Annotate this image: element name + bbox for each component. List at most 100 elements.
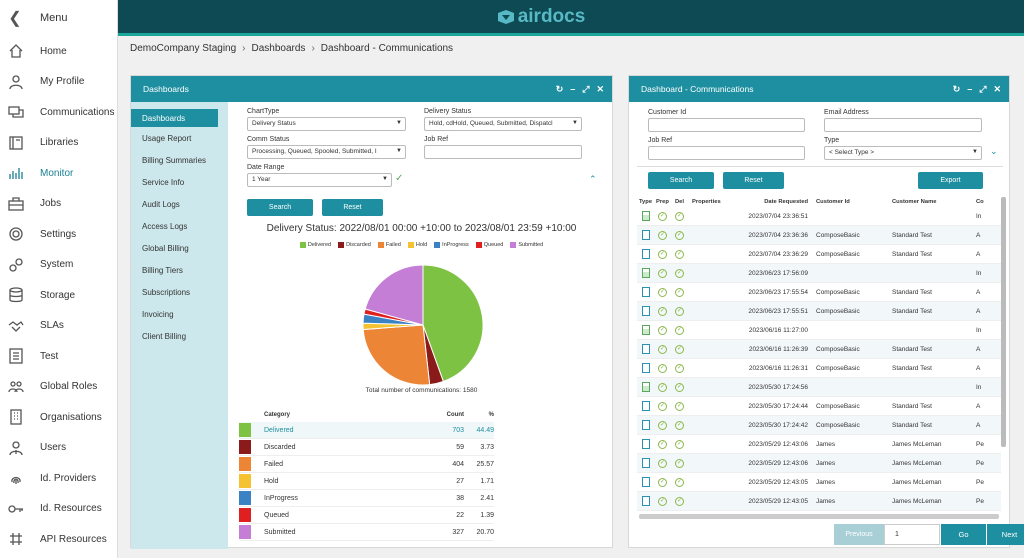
type-select[interactable]: < Select Type > ▼ <box>824 146 982 160</box>
breadcrumb-item[interactable]: Dashboards <box>251 43 306 54</box>
document-icon[interactable] <box>641 401 650 411</box>
email-input[interactable] <box>824 118 982 132</box>
table-row[interactable]: ✓ ✓ 2023/05/29 12:43:06 James James McLeman P… <box>637 454 1001 473</box>
table-row[interactable]: ✓ ✓ 2023/06/16 11:26:39 ComposeBasic Standar… <box>637 340 1001 359</box>
page-number-input[interactable]: 1 <box>884 524 940 545</box>
legend-item[interactable]: Submitted <box>510 242 543 248</box>
chevron-left-icon[interactable]: ❮ <box>8 10 22 27</box>
table-row[interactable]: InProgress 38 2.41 <box>239 490 494 507</box>
close-icon[interactable]: ✕ <box>993 83 1001 94</box>
document-icon[interactable] <box>641 382 650 392</box>
co-header[interactable]: Co <box>976 198 984 205</box>
go-button[interactable]: Go <box>940 524 986 545</box>
dash-nav-item-subscriptions[interactable]: Subscriptions <box>142 287 191 297</box>
document-icon[interactable] <box>641 287 650 297</box>
customer-id-input[interactable] <box>648 118 805 132</box>
export-button[interactable]: Export <box>918 172 983 189</box>
table-row[interactable]: ✓ ✓ 2023/07/04 23:36:51 In <box>637 207 1001 226</box>
close-icon[interactable]: ✕ <box>596 83 604 94</box>
refresh-icon[interactable]: ↻ <box>952 83 961 94</box>
menu-toggle[interactable]: ❮ Menu <box>0 0 117 36</box>
airdocs-logo[interactable]: airdocs <box>497 6 585 28</box>
document-icon[interactable] <box>641 477 650 487</box>
job-ref-input[interactable] <box>648 146 805 160</box>
sidebar-item-jobs[interactable]: Jobs <box>0 189 117 220</box>
date-header[interactable]: Date Requested <box>764 198 808 205</box>
legend-item[interactable]: InProgress <box>434 242 469 248</box>
minimize-icon[interactable]: – <box>967 83 973 94</box>
chevron-down-icon[interactable]: ⌄ <box>990 146 998 156</box>
table-row[interactable]: Queued 22 1.39 <box>239 507 494 524</box>
document-icon[interactable] <box>641 306 650 316</box>
document-icon[interactable] <box>641 344 650 354</box>
dash-nav-item-access-logs[interactable]: Access Logs <box>142 221 188 231</box>
pie-slice-failed[interactable] <box>362 324 431 386</box>
sidebar-item-test[interactable]: Test <box>0 341 117 372</box>
document-icon[interactable] <box>641 325 650 335</box>
table-row[interactable]: ✓ ✓ 2023/06/23 17:56:09 In <box>637 264 1001 283</box>
table-row[interactable]: ✓ ✓ 2023/05/29 12:43:05 James James McLeman P… <box>637 492 1001 511</box>
table-row[interactable]: ✓ ✓ 2023/06/23 17:55:54 ComposeBasic Standar… <box>637 283 1001 302</box>
document-icon[interactable] <box>641 249 650 259</box>
table-row[interactable]: Submitted 327 20.70 <box>239 524 494 541</box>
expand-icon[interactable]: ⤢ <box>582 83 590 94</box>
prep-header[interactable]: Prep <box>656 198 669 205</box>
table-row[interactable]: Discarded 59 3.73 <box>239 439 494 456</box>
vertical-scrollbar[interactable] <box>1001 197 1006 447</box>
table-row[interactable]: ✓ ✓ 2023/05/30 17:24:42 ComposeBasic Standar… <box>637 416 1001 435</box>
document-icon[interactable] <box>641 496 650 506</box>
table-row[interactable]: ✓ ✓ 2023/06/16 11:26:31 ComposeBasic Standar… <box>637 359 1001 378</box>
sidebar-item-storage[interactable]: Storage <box>0 280 117 311</box>
table-row[interactable]: ✓ ✓ 2023/06/16 11:27:00 In <box>637 321 1001 340</box>
dash-nav-item-service-info[interactable]: Service Info <box>142 177 185 187</box>
document-icon[interactable] <box>641 363 650 373</box>
dash-nav-item-usage-report[interactable]: Usage Report <box>142 133 192 143</box>
table-row[interactable]: ✓ ✓ 2023/05/30 17:24:56 In <box>637 378 1001 397</box>
dash-nav-item-invoicing[interactable]: Invoicing <box>142 309 174 319</box>
type-header[interactable]: Type <box>638 198 653 205</box>
sidebar-item-home[interactable]: Home <box>0 36 117 67</box>
table-row[interactable]: ✓ ✓ 2023/06/23 17:55:51 ComposeBasic Standar… <box>637 302 1001 321</box>
dash-nav-item-billing-summaries[interactable]: Billing Summaries <box>142 155 207 165</box>
job-ref-input[interactable] <box>424 145 582 159</box>
dash-nav-item-audit-logs[interactable]: Audit Logs <box>142 199 180 209</box>
del-header[interactable]: Del <box>674 198 685 205</box>
sidebar-item-id-resources[interactable]: Id. Resources <box>0 494 117 525</box>
chevron-up-icon[interactable]: ⌃ <box>589 174 597 184</box>
table-row[interactable]: ✓ ✓ 2023/07/04 23:36:36 ComposeBasic Standar… <box>637 226 1001 245</box>
sidebar-item-communications[interactable]: Communications <box>0 97 117 128</box>
sidebar-item-api-resources[interactable]: API Resources <box>0 524 117 555</box>
customer-name-header[interactable]: Customer Name <box>892 198 937 205</box>
previous-button[interactable]: Previous <box>834 524 884 545</box>
sidebar-item-users[interactable]: Users <box>0 433 117 464</box>
expand-icon[interactable]: ⤢ <box>979 83 987 94</box>
dash-nav-item-billing-tiers[interactable]: Billing Tiers <box>142 265 183 275</box>
document-icon[interactable] <box>641 268 650 278</box>
sidebar-item-my-profile[interactable]: My Profile <box>0 67 117 98</box>
legend-item[interactable]: Queued <box>475 242 503 248</box>
sidebar-item-settings[interactable]: Settings <box>0 219 117 250</box>
delivery-status-select[interactable]: Hold, cdHold, Queued, Submitted, Dispatc… <box>424 117 582 131</box>
dash-nav-item-client-billing[interactable]: Client Billing <box>142 331 187 341</box>
minimize-icon[interactable]: – <box>570 83 576 94</box>
sidebar-item-monitor[interactable]: Monitor <box>0 158 117 189</box>
document-icon[interactable] <box>641 420 650 430</box>
table-row[interactable]: ✓ ✓ 2023/07/04 23:36:29 ComposeBasic Standar… <box>637 245 1001 264</box>
document-icon[interactable] <box>641 230 650 240</box>
next-button[interactable]: Next <box>986 524 1024 545</box>
table-row[interactable]: ✓ ✓ 2023/05/29 12:43:06 James James McLeman P… <box>637 435 1001 454</box>
dash-nav-item-global-billing[interactable]: Global Billing <box>142 243 189 253</box>
sidebar-item-id-providers[interactable]: Id. Providers <box>0 463 117 494</box>
dash-nav-item-dashboards[interactable]: Dashboards <box>131 109 218 127</box>
legend-item[interactable]: Hold <box>407 242 427 248</box>
search-button[interactable]: Search <box>247 199 313 216</box>
document-icon[interactable] <box>641 439 650 449</box>
sidebar-item-slas[interactable]: SLAs <box>0 311 117 342</box>
sidebar-item-organisations[interactable]: Organisations <box>0 402 117 433</box>
sidebar-item-libraries[interactable]: Libraries <box>0 128 117 159</box>
legend-item[interactable]: Delivered <box>299 242 331 248</box>
search-button[interactable]: Search <box>648 172 714 189</box>
pie-slice-submitted[interactable] <box>364 264 424 326</box>
refresh-icon[interactable]: ↻ <box>555 83 564 94</box>
horizontal-scrollbar[interactable] <box>639 514 999 519</box>
